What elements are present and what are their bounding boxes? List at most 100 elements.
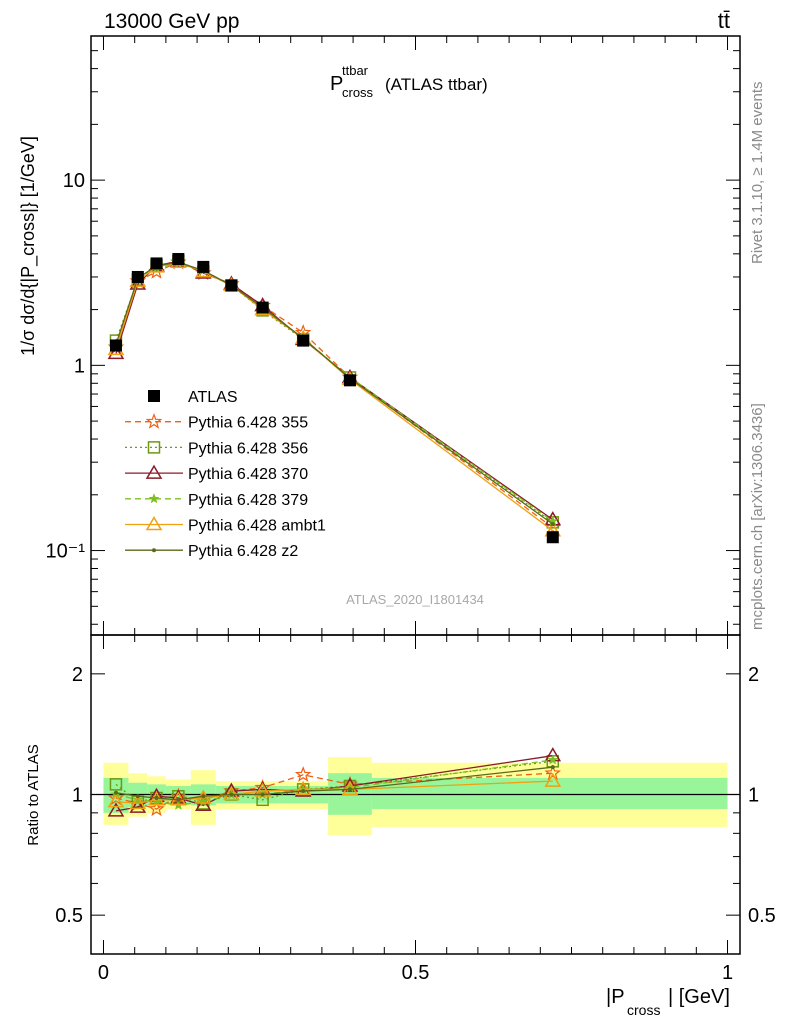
ratio-data-point [107,793,125,808]
ratio-y-tick-label: 0.5 [55,905,83,927]
title-main: P [330,73,343,95]
legend-entry: Pythia 6.428 ambt1 [125,516,326,535]
legend-entry: Pythia 6.428 379 [125,492,308,509]
main-series [110,257,559,526]
ratio-data-point [129,798,147,813]
legend-label: Pythia 6.428 370 [188,466,308,483]
ratio-data-point [176,797,181,802]
main-data-point [197,260,210,273]
ratio-data-point [301,789,306,794]
ratio-data-point [223,786,240,801]
legend-label: Pythia 6.428 356 [188,440,308,457]
main-data-point [550,522,555,527]
main-data-point [131,270,144,283]
beam-label: 13000 GeV pp [104,10,239,33]
ratio-y-tick-label-right: 1 [748,785,759,807]
legend-marker [147,441,161,454]
main-data-point [297,334,310,347]
main-y-tick-label: 10 [63,170,85,192]
main-plot-title: P ttbar cross (ATLAS ttbar) [330,63,488,100]
ratio-uncertainty-band-inner [371,777,728,810]
ratio-data-point [341,780,359,796]
main-data-point [546,531,559,544]
ratio-plot-panel: 2 2 1 1 0.5 0.5 0 0.5 1 Ratio to ATLAS |P cross … [25,634,776,1018]
title-superscript: ttbar [342,63,369,78]
ratio-axis-ticks: 2 2 1 1 0.5 0.5 0 0.5 1 [55,635,776,984]
ratio-data-point [132,794,144,805]
main-y-axis-label: 1/σ dσ/d{|P_cross|} [1/GeV] [18,136,39,356]
main-data-point [256,301,269,314]
legend-marker [148,493,160,504]
legend-label: Pythia 6.428 ambt1 [188,518,326,535]
main-axis-ticks: 10 1 10⁻¹ [46,35,740,635]
title-suffix: (ATLAS ttbar) [385,75,488,94]
main-series [109,254,560,529]
ratio-data-point [544,772,562,787]
x-axis-label-suffix: | [GeV] [668,986,730,1008]
process-label: tt̄ [718,8,730,33]
main-series-line [115,260,554,521]
ratio-data-point [107,802,125,817]
mcplots-reference-label: mcplots.cern.ch [arXiv:1306.3436] [749,403,766,630]
main-data-point [343,374,356,387]
legend-entry: Pythia 6.428 355 [125,412,308,432]
legend-marker [148,390,160,402]
ratio-data-point [229,792,234,797]
ratio-series-line [115,759,553,806]
analysis-watermark: ATLAS_2020_I1801434 [346,592,484,607]
main-series-line [115,260,554,523]
ratio-data-point [129,794,147,810]
ratio-y-tick-label: 2 [72,664,83,686]
x-axis-label-subscript: cross [627,1002,660,1018]
ratio-data-point [347,787,352,792]
legend-label: Pythia 6.428 z2 [188,543,298,560]
legend: ATLAS Pythia 6.428 355 Pythia 6.428 356 Pyt… [125,389,326,560]
legend-marker [145,516,163,531]
ratio-data-point [113,790,118,795]
main-series [109,253,559,544]
main-data-point [109,339,122,352]
main-data-point [172,253,185,266]
ratio-y-tick-label-right: 2 [748,664,759,686]
main-series [107,253,562,537]
legend-entry: ATLAS [148,389,238,406]
x-axis-label: |P cross | [GeV] [606,986,730,1018]
main-plot-panel: 10 1 10⁻¹ P ttbar cross (ATLAS ttbar) ATLA… [18,35,741,636]
ratio-series-line [115,772,553,810]
ratio-y-tick-label-right: 0.5 [748,905,776,927]
ratio-x-tick-label: 0 [98,962,109,984]
ratio-data-point [135,794,140,799]
main-y-tick-label: 10⁻¹ [46,541,86,563]
main-series [107,253,562,535]
ratio-series-line [115,780,553,805]
ratio-data-point [154,796,159,801]
legend-label: Pythia 6.428 379 [188,492,308,509]
main-y-tick-label: 1 [74,355,85,377]
main-series-line [115,261,554,525]
ratio-data-point [294,766,312,782]
ratio-x-tick-label: 0.5 [402,962,430,984]
legend-label: Pythia 6.428 355 [188,415,308,432]
main-series [113,260,555,527]
legend-entry: Pythia 6.428 370 [125,464,308,483]
main-data-point [150,257,163,270]
ratio-data-point [547,754,559,765]
ratio-y-axis-label: Ratio to ATLAS [25,744,42,845]
main-plot-content [107,252,562,544]
x-axis-label-main: |P [606,986,625,1008]
legend-label: ATLAS [188,389,238,406]
main-series [107,252,562,526]
legend-entry: Pythia 6.428 356 [125,440,308,457]
main-series-line [115,261,554,532]
ratio-data-point [294,780,312,796]
title-subscript: cross [342,85,374,100]
legend-marker [145,464,163,479]
main-data-point [225,279,238,292]
ratio-data-point [148,800,165,817]
ratio-y-tick-label: 1 [72,785,83,807]
ratio-data-point [550,765,555,770]
ratio-series-line [115,766,553,801]
legend-marker [145,412,163,429]
ratio-data-point [195,796,212,812]
